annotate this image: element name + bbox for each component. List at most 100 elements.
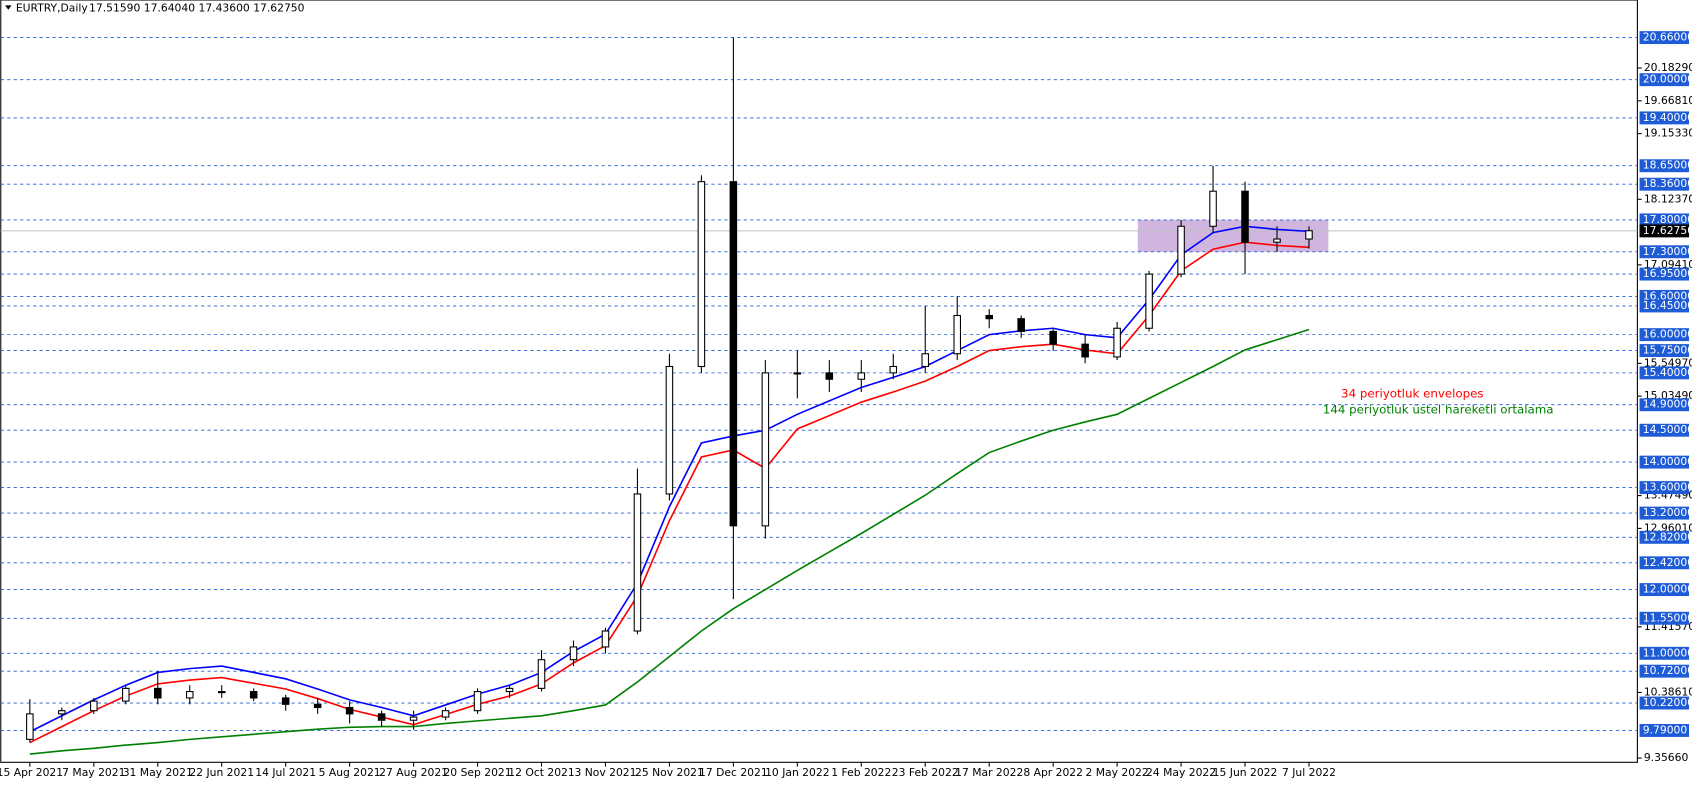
level-label-box (1639, 398, 1690, 412)
annotation: 144 periyotluk üstel hareketli ortalama (1323, 403, 1554, 417)
current-price-label: 17.62750 (1643, 224, 1692, 237)
level-label-box (1639, 213, 1690, 227)
level-label-box (1639, 159, 1690, 173)
level-label-box (1639, 328, 1690, 342)
candle-body (1209, 190, 1217, 227)
indicator-line (29, 241, 1310, 744)
x-tick-label: 27 Aug 2021 (379, 766, 448, 779)
level-label-box (1639, 556, 1690, 570)
level-label: 18.65000 (1643, 159, 1692, 172)
level-label: 17.80000 (1643, 213, 1692, 226)
level-label: 13.60000 (1643, 481, 1692, 494)
level-label: 15.75000 (1643, 344, 1692, 357)
x-tick-label: 17 Mar 2022 (955, 766, 1023, 779)
level-label: 16.00000 (1643, 328, 1692, 341)
x-tick-label: 7 May 2021 (62, 766, 125, 779)
candle-body (569, 646, 578, 661)
level-label-box (1639, 646, 1690, 660)
level-label: 20.66000 (1643, 31, 1692, 44)
x-tick-label: 15 Apr 2021 (0, 766, 63, 779)
indicator-line (29, 328, 1310, 755)
candle-body (1113, 327, 1121, 358)
candle-body (697, 181, 706, 368)
candle-body (953, 314, 961, 355)
candle-body (185, 691, 194, 699)
x-tick-label: 14 Jul 2021 (255, 766, 316, 779)
x-tick-label: 8 Apr 2022 (1023, 766, 1083, 779)
level-label-box (1639, 723, 1690, 737)
level-label-box (1639, 111, 1690, 125)
level-label: 11.55000 (1643, 611, 1692, 624)
current-price-box (1639, 224, 1690, 238)
y-tick-label: 15.54970 (1644, 356, 1692, 369)
candle-body (473, 691, 482, 712)
candle-body (1273, 238, 1281, 243)
level-label-box (1639, 455, 1690, 469)
candle-body (249, 691, 258, 699)
x-tick-label: 22 Jun 2021 (189, 766, 254, 779)
level-label: 16.60000 (1643, 289, 1692, 302)
level-label-box (1639, 344, 1690, 358)
candle-body (58, 710, 66, 715)
y-tick-label: 20.18290 (1644, 61, 1692, 74)
level-label-box (1639, 299, 1690, 313)
level-label: 15.40000 (1643, 366, 1692, 379)
level-label-box (1639, 664, 1690, 678)
x-tick-label: 24 May 2022 (1146, 766, 1216, 779)
level-label-box (1639, 506, 1690, 520)
candle-body (281, 697, 290, 705)
level-label-box (1639, 245, 1690, 259)
candle-body (985, 314, 993, 320)
menu-arrow[interactable] (5, 5, 12, 10)
level-label-box (1639, 423, 1690, 437)
candle-body (1241, 190, 1249, 243)
x-tick-label: 15 Jun 2022 (1213, 766, 1278, 779)
candle-body (665, 365, 674, 495)
level-label-box (1639, 73, 1690, 87)
level-label-box (1639, 366, 1690, 380)
level-label: 14.00000 (1643, 455, 1692, 468)
level-label: 14.90000 (1643, 398, 1692, 411)
candle-body (633, 493, 642, 632)
x-tick-label: 23 Feb 2022 (892, 766, 959, 779)
y-tick-label: 10.38610 (1644, 685, 1692, 698)
x-tick-label: 20 Sep 2021 (443, 766, 511, 779)
candle-body (889, 365, 898, 374)
candle-body (1049, 330, 1057, 345)
candle-body (26, 713, 34, 740)
candle-body (793, 372, 802, 375)
level-label: 13.20000 (1643, 506, 1692, 519)
indicator-line (29, 225, 1310, 733)
level-label: 18.36000 (1643, 177, 1692, 190)
candle-body (90, 700, 98, 712)
x-tick-label: 1 Feb 2022 (831, 766, 891, 779)
level-label: 12.82000 (1643, 530, 1692, 543)
annotation: 34 periyotluk envelopes (1341, 387, 1484, 401)
level-label-box (1639, 530, 1690, 544)
level-label: 14.50000 (1643, 423, 1692, 436)
quote: 17.51590 17.64040 17.43600 17.62750 (89, 2, 305, 15)
level-label-box (1639, 696, 1690, 710)
candle-body (122, 687, 130, 702)
x-tick-label: 25 Nov 2021 (635, 766, 704, 779)
level-label-box (1639, 267, 1690, 281)
x-tick-label: 3 Nov 2021 (574, 766, 636, 779)
x-tick-label: 7 Jul 2022 (1282, 766, 1336, 779)
level-label: 12.42000 (1643, 556, 1692, 569)
candle-body (1017, 318, 1025, 332)
candle-body (825, 372, 834, 380)
candle-body (921, 353, 930, 368)
x-tick-label: 17 Dec 2021 (699, 766, 768, 779)
level-label: 19.40000 (1643, 111, 1692, 124)
candle-body (345, 706, 354, 715)
y-tick-label: 19.66810 (1644, 94, 1692, 107)
x-tick-label: 5 Aug 2021 (319, 766, 381, 779)
level-label: 16.45000 (1643, 299, 1692, 312)
candle-body (313, 703, 322, 709)
candle-body (217, 691, 226, 694)
chart-title: EURTRY,Daily (16, 2, 89, 15)
candle-body (1145, 273, 1153, 329)
candle-body (377, 713, 386, 721)
candle-body (505, 687, 514, 693)
